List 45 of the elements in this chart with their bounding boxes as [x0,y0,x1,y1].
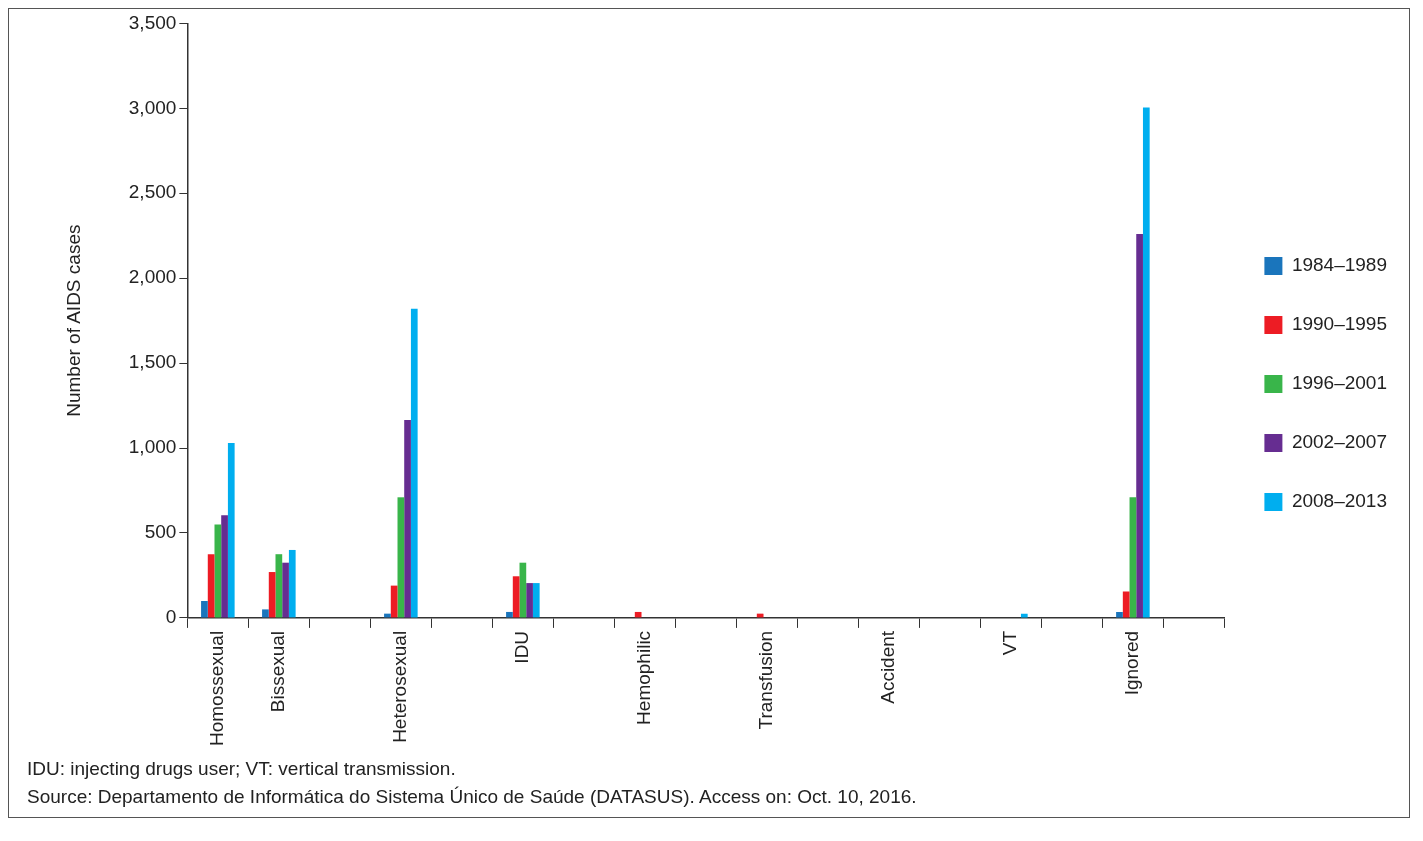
x-tick-label: VT [999,630,1021,656]
x-tick-label: Transfusion [755,630,777,730]
legend-label: 1990–1995 [1291,313,1388,335]
y-tick-label: 500 [144,521,177,543]
x-tick-label: Hemophilic [633,630,655,725]
bar [227,442,235,618]
bar [1142,107,1150,618]
bar [214,524,222,618]
y-axis-title: Number of AIDS cases [62,224,84,417]
bar [410,308,418,618]
bar [1136,234,1143,618]
x-tick-label: Homossexual [206,630,228,747]
y-tick-label: 2,000 [128,266,177,288]
source-note: Source: Departamento de Informática do Sistema Único de Saúde (DATASUS). Access on: Oct. 10, 2016. [27,785,918,809]
legend-label: 2008–2013 [1291,490,1388,512]
bar [506,611,513,618]
bar [262,609,269,618]
bar [201,600,208,618]
legend-label: 2002–2007 [1291,431,1388,453]
bar [1116,611,1123,618]
bar [390,585,398,618]
bar [275,554,283,618]
x-tick-label: Bissexual [267,630,289,713]
y-tick-label: 2,500 [128,181,177,203]
bar [634,611,642,618]
y-tick-label: 1,500 [128,351,177,373]
bar [282,562,289,618]
y-tick-label: 0 [165,606,177,628]
legend-label: 1984–1989 [1291,254,1388,276]
bar [288,549,296,618]
x-tick-label: Accident [877,630,899,704]
bar [532,583,540,618]
x-tick-label: IDU [511,630,533,664]
x-tick-label: Ignored [1121,630,1143,696]
bar [1122,591,1130,618]
y-tick-label: 1,000 [128,436,177,458]
bar [404,420,411,618]
y-tick-label: 3,500 [128,11,177,33]
bar [512,576,520,618]
x-tick-label: Heterosexual [389,630,411,743]
bar [221,515,228,618]
legend-label: 1996–2001 [1291,372,1388,394]
text: IDU: injecting drugs user; VT: vertical transmission. [27,757,457,781]
bar [526,583,533,618]
y-tick-label: 3,000 [128,96,177,118]
